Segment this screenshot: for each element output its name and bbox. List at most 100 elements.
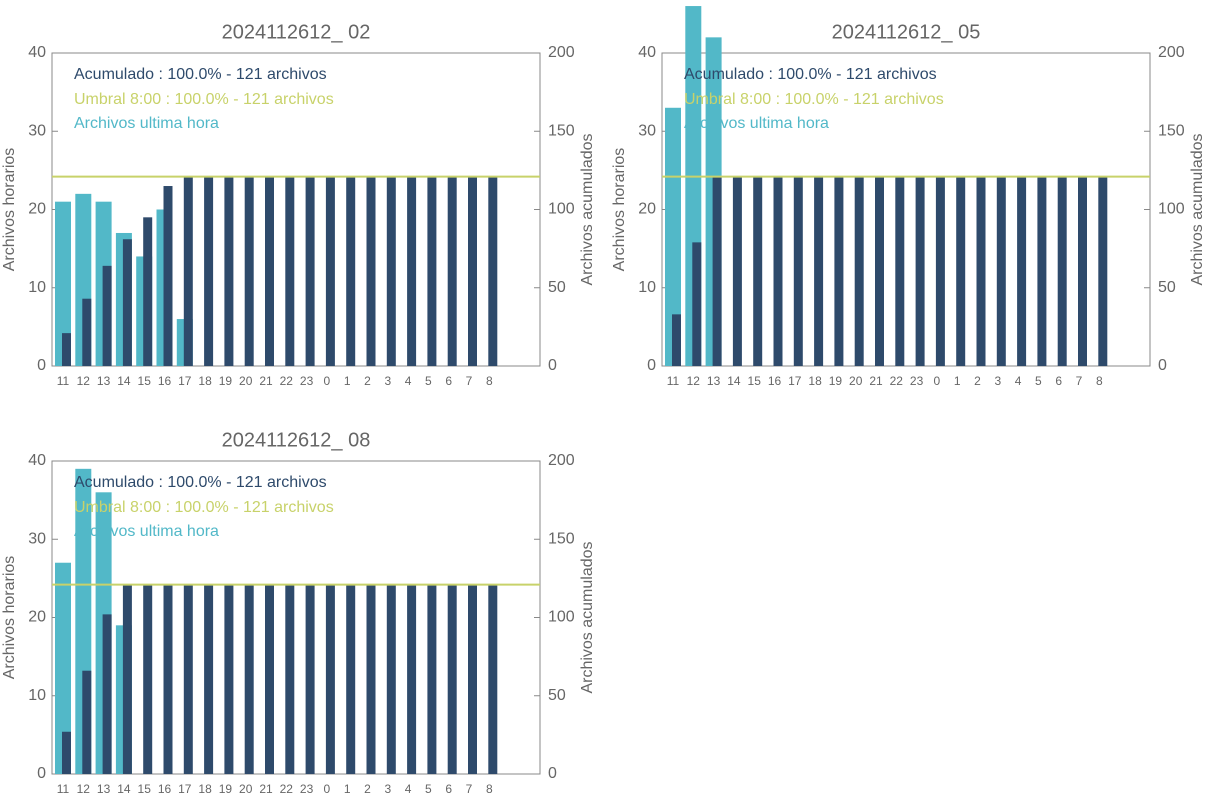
bar (122, 239, 132, 366)
bar (143, 584, 153, 774)
bar (55, 562, 71, 774)
bar (305, 176, 315, 366)
y-tick-label: 0 (37, 357, 46, 374)
x-tick-label: 3 (384, 374, 391, 388)
x-tick-label: 22 (890, 374, 904, 388)
x-tick-label: 19 (219, 782, 233, 796)
bar (265, 584, 274, 774)
x-tick-label: 11 (667, 374, 680, 388)
y-tick-label: 20 (638, 201, 656, 218)
bar (224, 584, 234, 774)
legend-entry: Umbral 8:00 : 100.0% - 121 archivos (684, 91, 944, 108)
y2-tick-label: 200 (1158, 44, 1185, 61)
x-tick-label: 2 (364, 782, 371, 796)
bar (366, 176, 376, 366)
y-tick-label: 20 (28, 201, 46, 218)
x-tick-label: 4 (405, 782, 412, 796)
legend-entry: Archivos ultima hora (74, 523, 219, 540)
x-tick-label: 23 (910, 374, 924, 388)
bar (55, 201, 71, 366)
bar (692, 242, 702, 366)
x-tick-label: 4 (405, 374, 412, 388)
x-tick-label: 7 (466, 782, 473, 796)
x-tick-label: 0 (324, 374, 331, 388)
x-tick-label: 23 (300, 374, 314, 388)
bar (753, 176, 763, 366)
bar (875, 176, 884, 366)
x-tick-label: 4 (1015, 374, 1022, 388)
x-tick-label: 14 (727, 374, 741, 388)
x-tick-label: 6 (1055, 374, 1062, 388)
x-tick-label: 21 (259, 374, 273, 388)
x-tick-label: 8 (486, 782, 493, 796)
bar (366, 584, 376, 774)
y-tick-label: 30 (28, 530, 46, 547)
bar (183, 584, 193, 774)
bar (672, 314, 681, 366)
y-tick-label: 30 (28, 122, 46, 139)
x-tick-label: 7 (1076, 374, 1083, 388)
legend-entry: Archivos ultima hora (74, 115, 219, 132)
x-tick-label: 18 (198, 374, 212, 388)
x-tick-label: 12 (77, 782, 91, 796)
bar (488, 584, 498, 774)
y2-tick-label: 150 (1158, 122, 1185, 139)
y2-tick-label: 200 (548, 44, 575, 61)
x-tick-label: 20 (239, 782, 253, 796)
chart-title: 2024112612_ 05 (832, 21, 981, 43)
x-tick-label: 5 (425, 374, 432, 388)
subplot: 2024112612_ 02010203040050100150200Archi… (1, 21, 596, 388)
x-tick-label: 16 (768, 374, 782, 388)
x-tick-label: 18 (198, 782, 212, 796)
bar (204, 176, 214, 366)
y-tick-label: 0 (647, 357, 656, 374)
bar (793, 176, 803, 366)
bar (956, 176, 966, 366)
bar (1078, 176, 1087, 366)
bar (814, 176, 824, 366)
x-tick-label: 8 (486, 374, 493, 388)
legend-entry: Umbral 8:00 : 100.0% - 121 archivos (74, 91, 334, 108)
bar (468, 584, 477, 774)
bar (935, 176, 945, 366)
bar (285, 584, 295, 774)
x-tick-label: 3 (994, 374, 1001, 388)
bar (82, 298, 92, 366)
bar (122, 584, 132, 774)
x-tick-label: 12 (687, 374, 701, 388)
x-tick-label: 1 (344, 374, 351, 388)
bar (325, 176, 335, 366)
x-tick-label: 17 (178, 374, 192, 388)
bar (773, 176, 783, 366)
x-tick-label: 15 (138, 782, 152, 796)
y2-tick-label: 100 (1158, 201, 1185, 218)
x-tick-label: 2 (974, 374, 981, 388)
bar (407, 176, 417, 366)
bar (325, 584, 335, 774)
x-tick-label: 11 (57, 782, 70, 796)
y2-tick-label: 150 (548, 122, 575, 139)
x-tick-label: 18 (808, 374, 822, 388)
y2-tick-label: 0 (548, 357, 557, 374)
y-axis-label: Archivos horarios (611, 148, 628, 272)
bar (163, 186, 173, 366)
y-tick-label: 40 (28, 452, 46, 469)
x-tick-label: 6 (445, 374, 452, 388)
x-tick-label: 16 (158, 374, 172, 388)
x-tick-label: 5 (1035, 374, 1042, 388)
x-tick-label: 22 (280, 782, 294, 796)
bar (447, 176, 457, 366)
x-tick-label: 23 (300, 782, 314, 796)
bar (1057, 176, 1067, 366)
bar (407, 584, 417, 774)
bar (488, 176, 498, 366)
y-axis-label: Archivos horarios (1, 148, 18, 272)
x-tick-label: 17 (178, 782, 192, 796)
bar (427, 176, 437, 366)
y2-tick-label: 100 (548, 201, 575, 218)
x-tick-label: 13 (707, 374, 721, 388)
x-tick-label: 14 (117, 782, 131, 796)
y2-axis-label: Archivos acumulados (579, 133, 596, 285)
bar (285, 176, 295, 366)
y2-tick-label: 150 (548, 530, 575, 547)
